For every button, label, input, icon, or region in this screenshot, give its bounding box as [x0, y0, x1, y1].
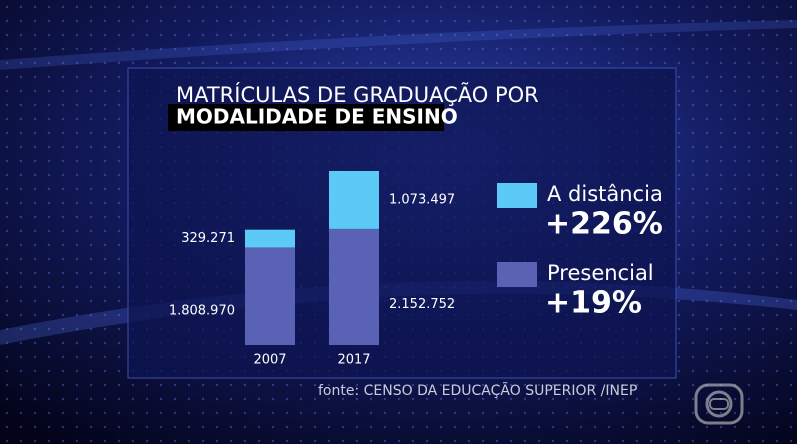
value-label: 1.808.970 [169, 303, 235, 318]
x-tick-label: 2017 [337, 353, 370, 368]
value-label: 1.073.497 [389, 192, 455, 207]
light-streak [0, 20, 797, 70]
legend-swatch [497, 183, 537, 208]
bar-segment [329, 171, 379, 229]
legend-growth: +226% [545, 207, 663, 242]
legend-label: Presencial [547, 261, 654, 285]
bar-segment [245, 247, 295, 345]
subtitle-box [168, 104, 444, 131]
chart-title: MATRÍCULAS DE GRADUAÇÃO POR [176, 81, 539, 107]
value-label: 2.152.752 [389, 297, 455, 312]
legend-growth: +19% [545, 286, 642, 321]
bar-segment [329, 228, 379, 345]
source: fonte: CENSO DA EDUCAÇÃO SUPERIOR /INEP [318, 382, 637, 399]
x-tick-label: 2007 [253, 353, 286, 368]
legend-label: A distância [547, 182, 663, 206]
logo [694, 383, 744, 425]
bar-segment [245, 229, 295, 248]
chart-subtitle: MODALIDADE DE ENSINO [176, 105, 458, 129]
value-label: 329.271 [181, 231, 235, 246]
legend-swatch [497, 262, 537, 287]
